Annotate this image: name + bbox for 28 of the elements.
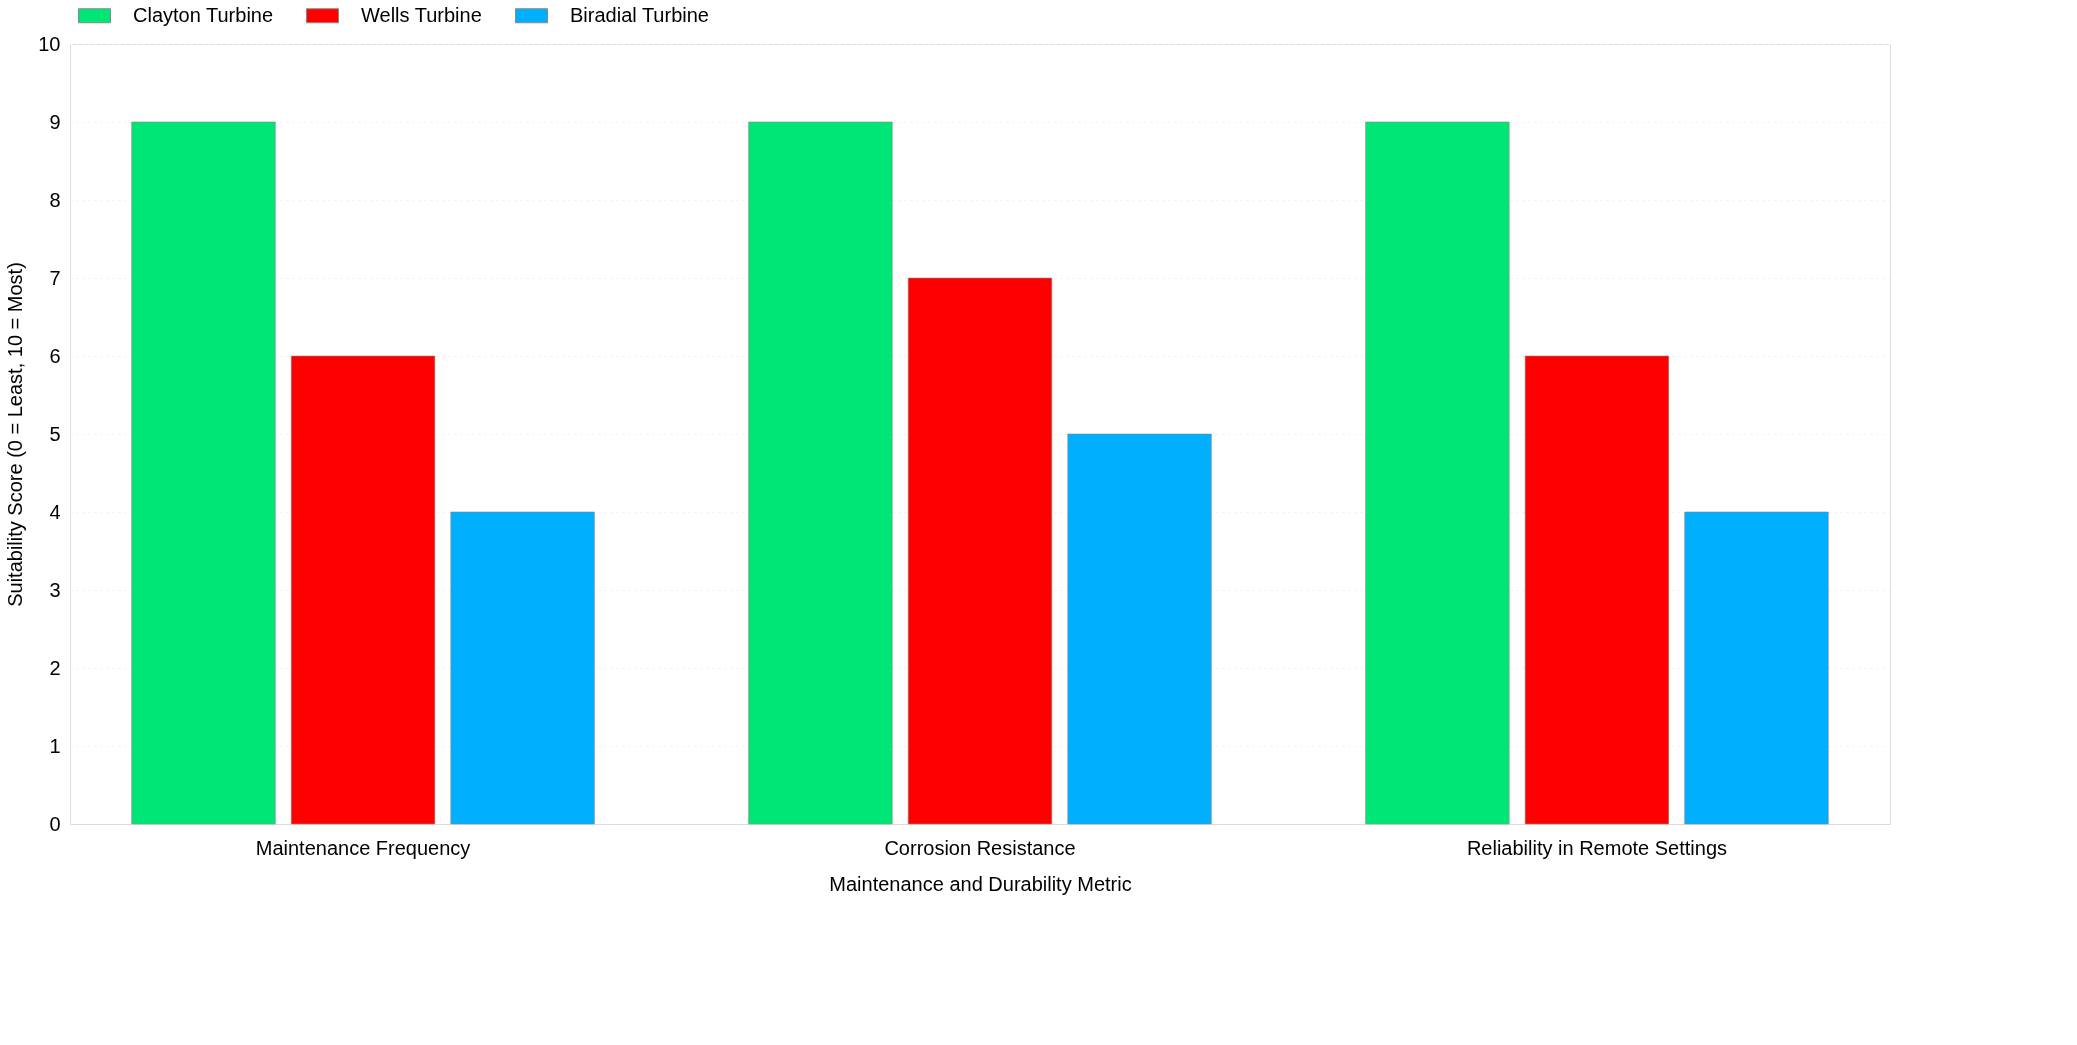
bar [748, 121, 893, 825]
y-tick-label: 6 [49, 344, 61, 367]
legend-label: Biradial Turbine [570, 3, 709, 26]
bar [131, 121, 276, 825]
bar [907, 277, 1053, 825]
y-tick-label: 8 [49, 188, 61, 211]
bar [290, 355, 436, 825]
y-tick-label: 4 [49, 500, 61, 523]
y-tick-label: 0 [49, 812, 61, 835]
y-tick-label: 1 [49, 734, 61, 757]
x-tick-label: Corrosion Resistance [884, 836, 1076, 859]
y-tick-label: 2 [49, 656, 61, 679]
y-tick-label: 10 [38, 32, 61, 55]
x-tick-label: Reliability in Remote Settings [1466, 836, 1728, 859]
x-tick-label: Maintenance Frequency [255, 836, 471, 859]
bar [1684, 511, 1829, 825]
y-tick-label: 9 [49, 110, 61, 133]
legend-label: Clayton Turbine [133, 3, 274, 26]
y-tick-label: 5 [49, 422, 61, 445]
bar [1067, 433, 1212, 825]
y-axis-title: Suitability Score (0 = Least, 10 = Most) [4, 262, 27, 607]
y-tick-label: 7 [49, 266, 61, 289]
bar [1365, 121, 1510, 825]
bar [1524, 355, 1670, 825]
x-axis-title: Maintenance and Durability Metric [829, 872, 1132, 895]
y-tick-label: 3 [49, 578, 61, 601]
legend-label: Wells Turbine [361, 3, 482, 26]
bar [450, 511, 595, 825]
